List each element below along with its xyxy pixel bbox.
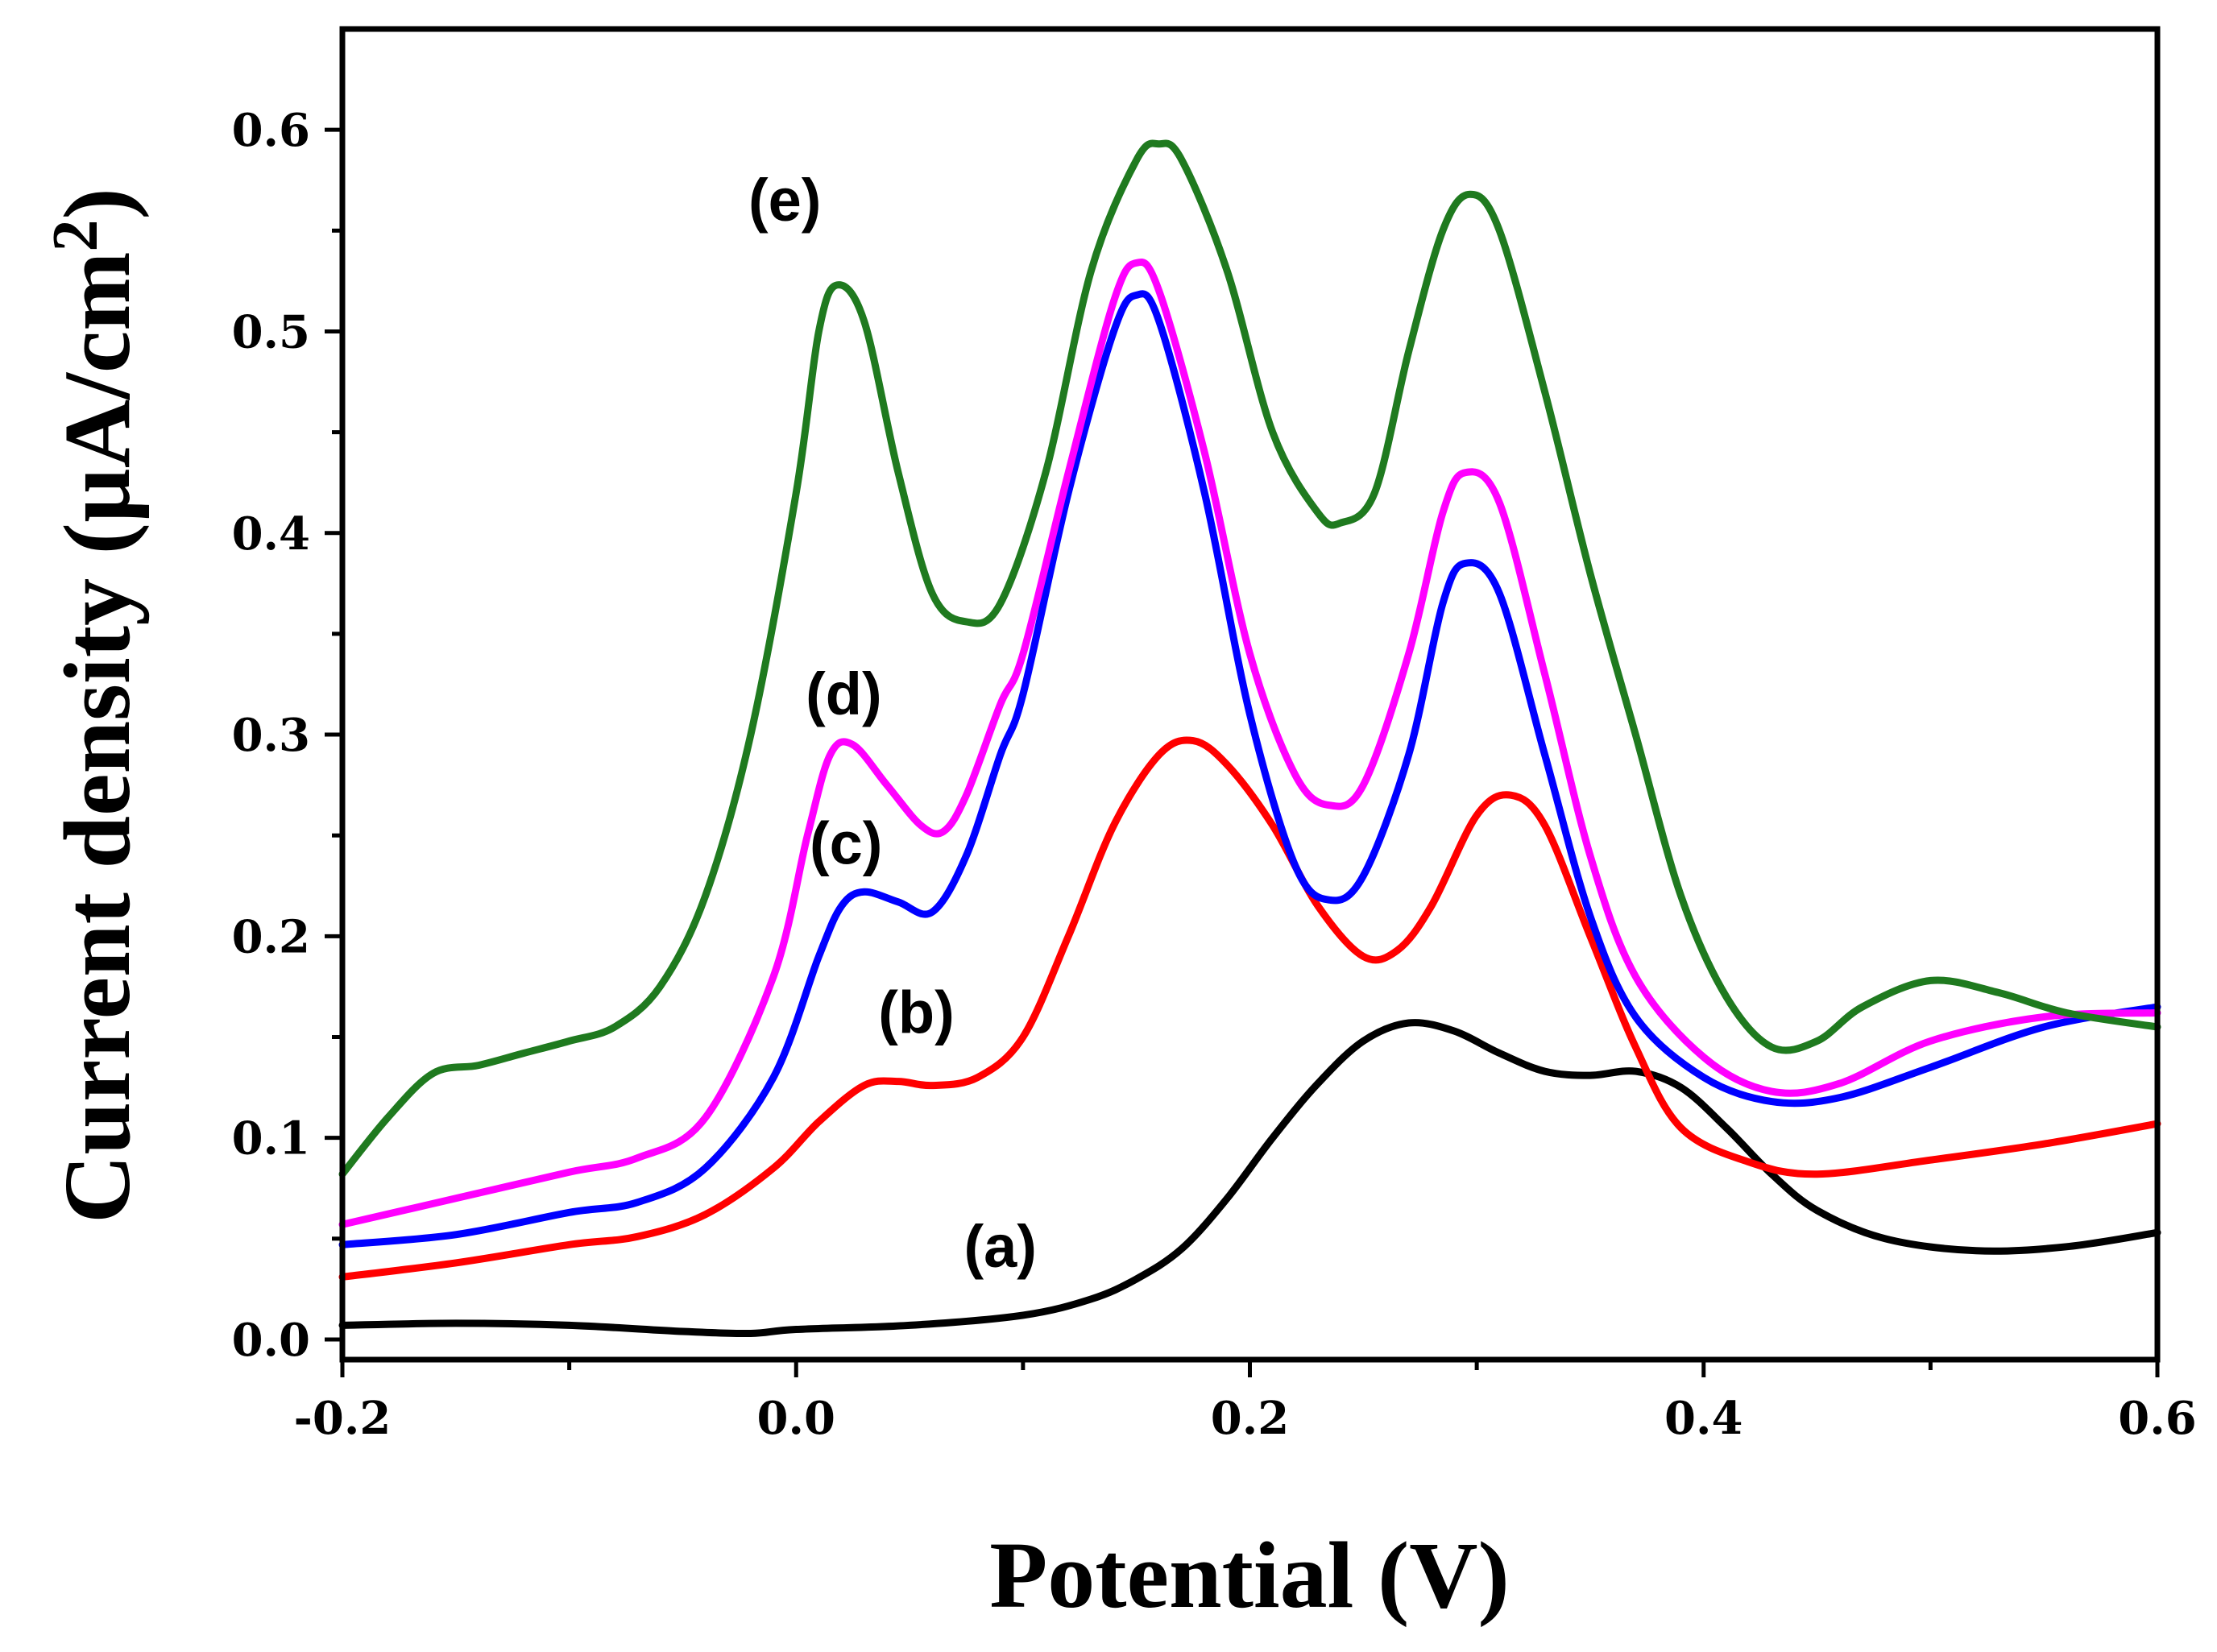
y-axis-title: Current density (µA/cm2) [40, 188, 150, 1223]
x-tick-label: 0.4 [1664, 1392, 1743, 1445]
series-layer [338, 139, 2161, 1338]
x-axis-title: Potential (V) [989, 1522, 1510, 1628]
labels-layer: (a) (b) (c) (d) (e) -0.2 0.0 0.2 0.4 0.6 0.0 0.1 0.2… [232, 104, 2197, 1445]
series-label-e: (e) [748, 167, 821, 234]
x-tick-label: 0.0 [757, 1392, 835, 1445]
y-axis-title-superscript: 2 [40, 219, 111, 251]
y-axis-title-close: ) [44, 188, 150, 219]
x-tick-label: 0.6 [2118, 1392, 2196, 1445]
series-line-d [338, 258, 2161, 1228]
y-tick-label: 0.5 [232, 305, 310, 358]
series-label-d: (d) [806, 660, 882, 727]
series-label-b: (b) [878, 979, 955, 1046]
y-tick-label: 0.0 [232, 1314, 310, 1367]
x-tick-label: -0.2 [294, 1392, 392, 1445]
y-tick-label: 0.1 [232, 1112, 310, 1166]
series-line-c [338, 290, 2161, 1248]
plot-frame [339, 26, 2161, 1363]
series-label-a: (a) [963, 1213, 1036, 1280]
series-line-b [338, 736, 2161, 1281]
series-label-c: (c) [810, 809, 882, 876]
y-tick-label: 0.4 [232, 507, 310, 561]
x-tick-label: 0.2 [1211, 1392, 1289, 1445]
series-line-a [338, 1019, 2161, 1338]
y-tick-label: 0.3 [232, 709, 310, 762]
y-tick-label: 0.2 [232, 910, 310, 963]
series-line-e [338, 139, 2161, 1178]
y-axis-title-main: Current density (µA/cm [44, 251, 150, 1223]
y-tick-label: 0.6 [232, 104, 310, 157]
